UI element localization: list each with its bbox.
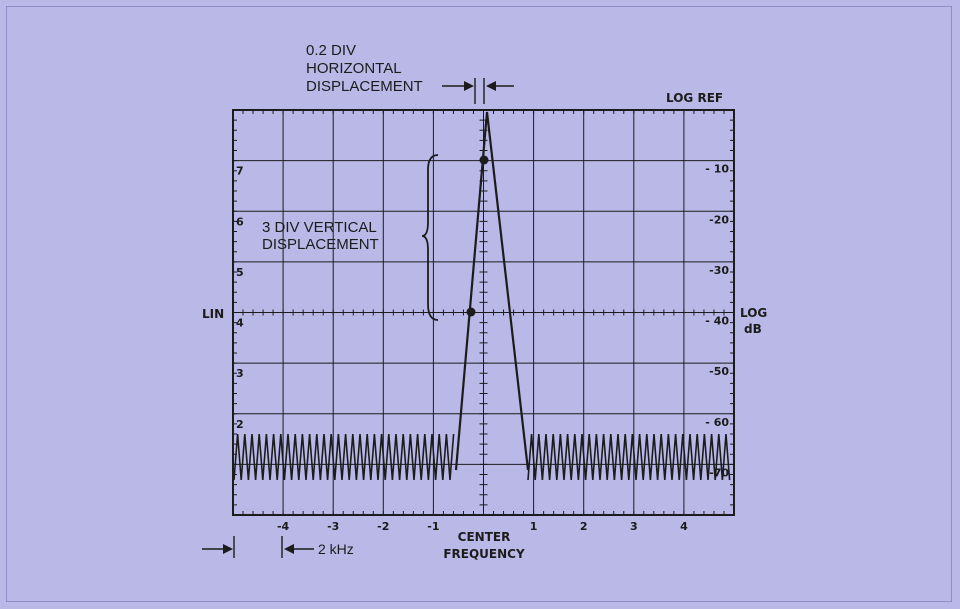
v-disp-label-line2: DISPLACEMENT bbox=[262, 236, 379, 253]
lin-scale-label: 4 bbox=[236, 317, 244, 330]
log-scale-label: -30 bbox=[709, 264, 729, 277]
lin-scale-label: 5 bbox=[236, 266, 244, 279]
db-label: dB bbox=[744, 322, 762, 336]
frequency-tick-label: 3 bbox=[630, 520, 638, 533]
lin-scale-label: 7 bbox=[236, 165, 244, 178]
center-frequency-line2: FREQUENCY bbox=[443, 547, 525, 561]
frequency-tick-label: -2 bbox=[377, 520, 389, 533]
center-frequency-line1: CENTER bbox=[458, 530, 511, 544]
khz-label: 2 kHz bbox=[318, 541, 354, 557]
h-disp-label-line3: DISPLACEMENT bbox=[306, 78, 423, 95]
frequency-tick-labels: -4 -3 -2 -1 1 2 3 4 bbox=[277, 520, 688, 533]
marker-lower bbox=[466, 307, 476, 317]
graticule-minor-ticks bbox=[232, 109, 735, 516]
frequency-tick-label: 4 bbox=[680, 520, 688, 533]
h-disp-arrowhead-left bbox=[464, 81, 474, 91]
v-disp-label-line1: 3 DIV VERTICAL bbox=[262, 219, 377, 236]
log-scale-label: - 60 bbox=[705, 416, 729, 429]
frequency-tick-label: -3 bbox=[327, 520, 339, 533]
vertical-displacement-brace bbox=[421, 154, 439, 321]
noise-floor-right bbox=[527, 433, 731, 481]
h-disp-label-line1: 0.2 DIV bbox=[306, 42, 356, 59]
log-ref-label: LOG REF bbox=[666, 91, 723, 105]
lin-label: LIN bbox=[202, 307, 224, 321]
figure-frame bbox=[6, 6, 952, 602]
log-scale-label: - 10 bbox=[705, 163, 729, 176]
log-scale-label: -70 bbox=[709, 466, 729, 479]
khz-arrowhead-left bbox=[223, 544, 233, 554]
noise-to-peak-left bbox=[455, 444, 459, 471]
h-disp-arrowhead-right bbox=[486, 81, 496, 91]
log-scale-label: -50 bbox=[709, 365, 729, 378]
noise-floor-left bbox=[233, 433, 455, 481]
lin-scale-label: 3 bbox=[236, 367, 244, 380]
frequency-tick-label: -1 bbox=[427, 520, 439, 533]
signal-peak bbox=[454, 111, 530, 471]
log-label: LOG bbox=[740, 306, 767, 320]
log-scale-label: -20 bbox=[709, 213, 729, 226]
marker-upper bbox=[479, 155, 489, 165]
h-disp-label-line2: HORIZONTAL bbox=[306, 60, 402, 77]
lin-scale-label: 2 bbox=[236, 418, 244, 431]
lin-scale-label: 6 bbox=[236, 215, 244, 228]
frequency-tick-label: -4 bbox=[277, 520, 290, 533]
log-scale-label: - 40 bbox=[705, 315, 729, 328]
lin-scale-labels: 7 6 5 4 3 2 bbox=[236, 165, 244, 431]
frequency-tick-label: 2 bbox=[580, 520, 588, 533]
khz-arrowhead-right bbox=[284, 544, 294, 554]
frequency-tick-label: 1 bbox=[530, 520, 538, 533]
log-scale-labels: - 10 -20 -30 - 40 -50 - 60 -70 bbox=[705, 163, 729, 480]
